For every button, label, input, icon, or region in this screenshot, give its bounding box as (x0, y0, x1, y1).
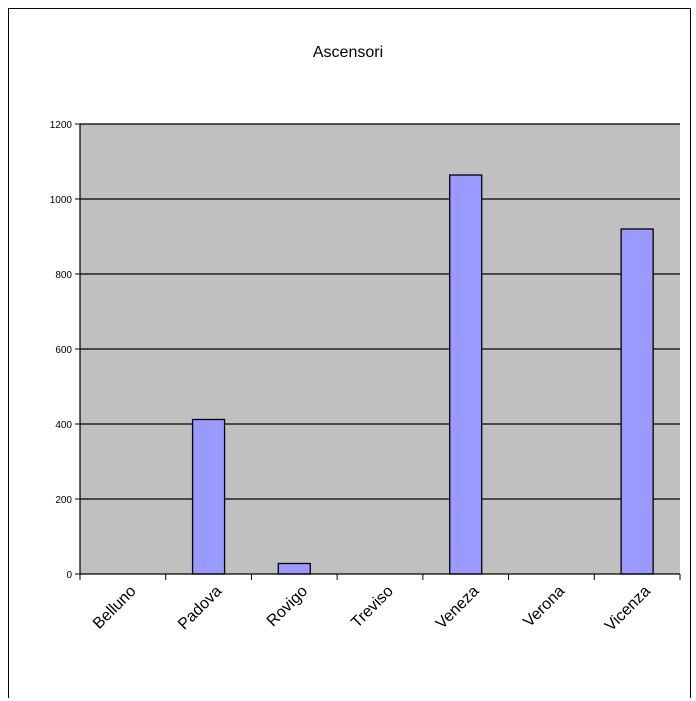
x-tick-label: Belluno (90, 583, 140, 633)
x-tick-label: Verona (520, 583, 568, 631)
y-tick-label: 1000 (50, 195, 73, 206)
y-tick-label: 800 (55, 270, 72, 281)
x-tick-label: Veneza (433, 583, 483, 633)
bar (620, 228, 654, 575)
bar (449, 174, 483, 575)
x-tick-label: Rovigo (264, 583, 311, 630)
y-tick-label: 600 (55, 345, 72, 356)
x-tick-label: Vicenza (602, 583, 654, 635)
bar (277, 562, 311, 575)
x-tick-label: Padova (175, 583, 225, 633)
chart-title: Ascensori (312, 44, 384, 61)
x-tick-label: Treviso (348, 583, 397, 632)
bar (191, 418, 226, 575)
y-tick-label: 0 (66, 570, 72, 581)
y-tick-label: 1200 (50, 120, 73, 131)
y-tick-label: 200 (55, 495, 72, 506)
y-tick-label: 400 (55, 420, 72, 431)
